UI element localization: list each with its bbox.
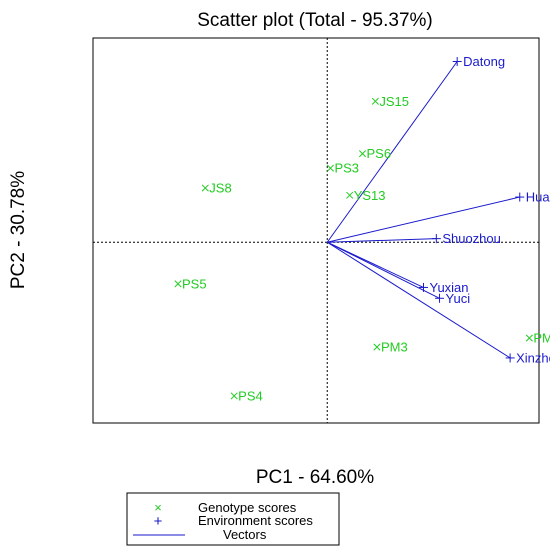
genotype-label: PS3	[334, 161, 359, 176]
genotype-label: PS5	[182, 276, 207, 291]
legend-environment-symbol: +	[154, 513, 163, 530]
genotype-label: PM3	[381, 340, 408, 355]
environment-marker-shuozhou	[431, 234, 441, 244]
vector-xinzhou	[326, 241, 511, 359]
genotype-label: PS4	[238, 388, 263, 403]
environment-marker-huairen	[515, 192, 525, 202]
genotype-marker-pm4	[525, 334, 533, 342]
vector-shuozhou	[327, 238, 437, 243]
genotype-label: YS13	[354, 188, 386, 203]
chart-title: Scatter plot (Total - 95.37%)	[197, 10, 433, 31]
plot-frame	[92, 37, 540, 424]
legend-environment-label: Environment scores	[198, 513, 313, 528]
x-axis-title: PC1 - 64.60%	[256, 467, 374, 488]
vector-datong	[326, 61, 458, 243]
genotype-marker-pm3	[373, 343, 381, 351]
genotype-marker-ys13	[346, 191, 354, 199]
genotype-label: PS6	[367, 146, 392, 161]
environment-label: Xinzhou	[516, 350, 550, 365]
genotype-marker-js15	[371, 97, 379, 105]
y-axis-title: PC2 - 30.78%	[8, 171, 29, 289]
environment-marker-yuxian	[418, 282, 428, 292]
legend-box	[126, 492, 340, 546]
legend-genotype-symbol: ×	[154, 500, 162, 515]
environment-label: Shuozhou	[442, 231, 501, 246]
genotype-label: PM4	[533, 331, 550, 346]
legend-vector-label: Vectors	[223, 527, 267, 542]
environment-label: Yuci	[446, 291, 471, 306]
vector-yuci	[327, 241, 440, 299]
genotype-marker-ps6	[358, 150, 367, 158]
environment-label: Huairen	[526, 190, 550, 205]
genotype-label: JS15	[379, 94, 409, 109]
genotype-marker-ps5	[174, 280, 182, 288]
genotype-marker-ps4	[230, 392, 238, 400]
genotype-points: JS15 PS6 PS3 YS13 JS8 PS5 PM3 PM4 PS4	[174, 94, 550, 403]
environment-marker-datong	[452, 56, 462, 66]
environment-marker-yuci	[435, 293, 445, 303]
environment-label: Datong	[463, 54, 505, 69]
vector-huairen	[327, 196, 520, 243]
genotype-marker-ps3	[326, 164, 334, 172]
environment-marker-xinzhou	[505, 353, 515, 363]
genotype-label: JS8	[209, 181, 231, 196]
legend-genotype-label: Genotype scores	[198, 500, 297, 515]
legend: × Genotype scores + Environment scores V…	[126, 492, 340, 546]
vector-group	[326, 61, 520, 359]
environment-label: Yuxian	[429, 280, 468, 295]
genotype-marker-js8	[201, 184, 209, 192]
